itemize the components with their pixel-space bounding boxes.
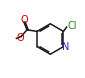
Text: Cl: Cl <box>68 21 78 31</box>
Text: N: N <box>62 42 69 52</box>
Text: O: O <box>17 33 24 43</box>
Text: O: O <box>20 15 28 25</box>
